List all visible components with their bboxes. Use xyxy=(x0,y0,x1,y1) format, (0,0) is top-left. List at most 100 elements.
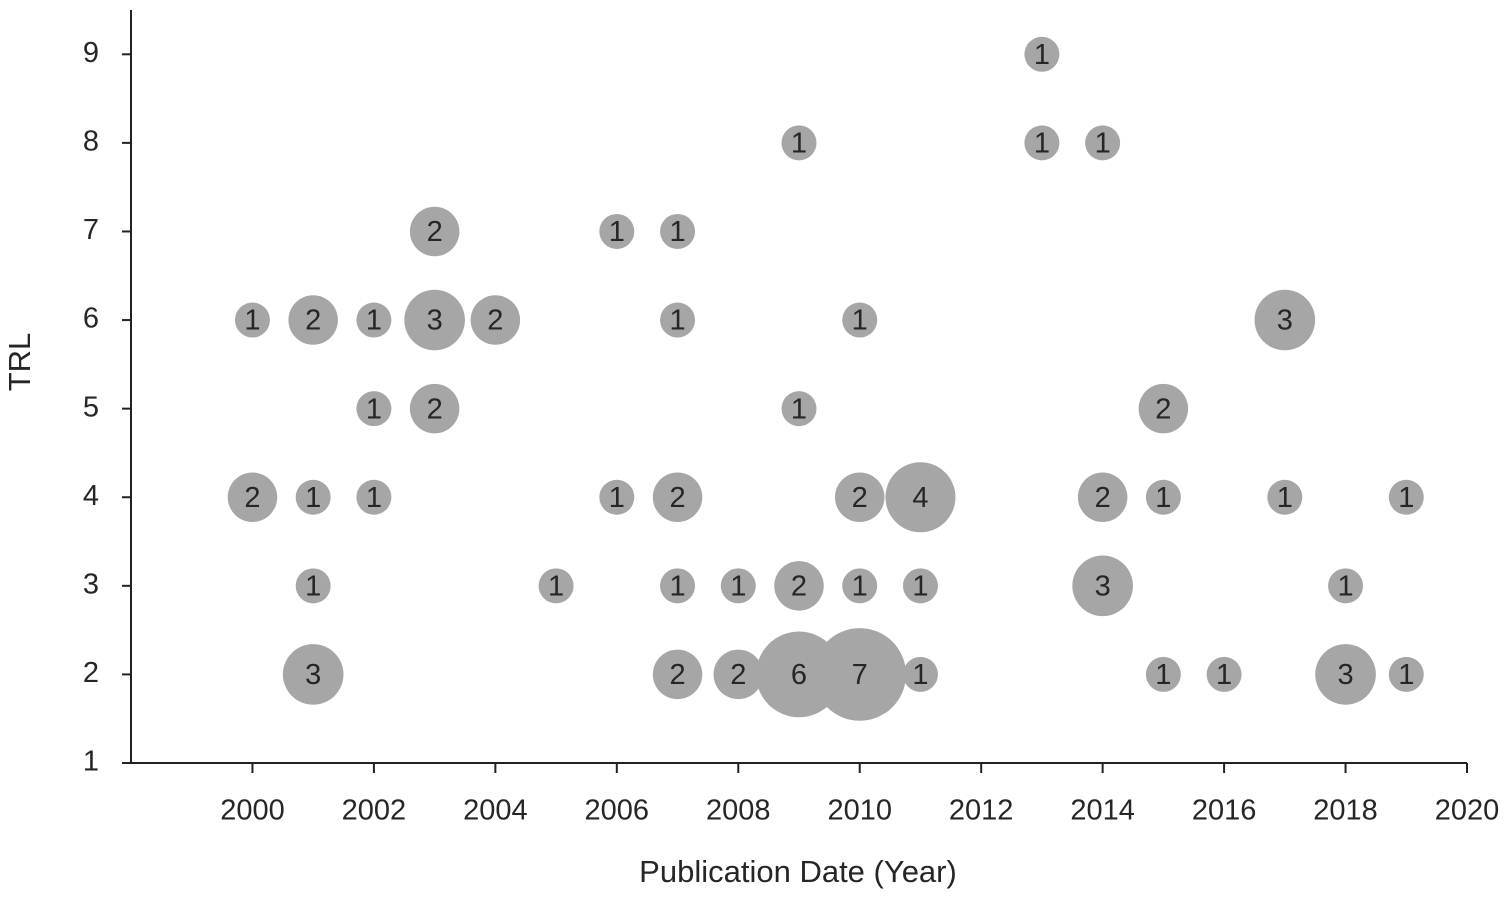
bubble xyxy=(660,302,696,338)
y-tick-label: 1 xyxy=(83,746,99,778)
bubble xyxy=(1024,36,1060,72)
bubble-label: 2 xyxy=(730,659,746,691)
y-tick-label: 2 xyxy=(83,657,99,689)
bubble xyxy=(356,302,392,338)
bubble xyxy=(842,302,878,338)
bubble xyxy=(720,568,756,604)
bubble xyxy=(1328,568,1364,604)
bubble-label: 1 xyxy=(548,570,564,602)
bubble-label: 1 xyxy=(1398,659,1414,691)
bubble xyxy=(1085,125,1121,161)
y-tick-label: 7 xyxy=(83,214,99,246)
bubble-label: 1 xyxy=(1337,570,1353,602)
y-tick-label: 3 xyxy=(83,568,99,600)
bubble xyxy=(409,383,460,434)
bubble-label: 3 xyxy=(305,659,321,691)
bubble xyxy=(599,479,635,515)
bubble-label: 3 xyxy=(427,305,443,337)
x-tick-label: 2008 xyxy=(706,795,771,827)
bubble xyxy=(234,302,270,338)
x-tick-label: 2016 xyxy=(1192,795,1257,827)
bubble xyxy=(282,644,344,705)
bubble xyxy=(1024,125,1060,161)
bubble-label: 1 xyxy=(912,570,928,602)
x-tick-label: 2014 xyxy=(1070,795,1135,827)
bubble-label: 4 xyxy=(912,482,928,514)
y-axis-title: TRL xyxy=(2,333,37,392)
x-tick-label: 2004 xyxy=(463,795,528,827)
bubble xyxy=(713,649,764,700)
bubble-label: 1 xyxy=(852,305,868,337)
bubble-label: 2 xyxy=(427,216,443,248)
x-tick-label: 2012 xyxy=(949,795,1014,827)
bubble xyxy=(902,656,938,692)
bubble xyxy=(409,206,460,257)
bubble xyxy=(781,391,817,427)
bubble-label: 1 xyxy=(1034,39,1050,71)
bubble xyxy=(227,472,278,522)
bubble-label: 2 xyxy=(487,305,503,337)
bubble-label: 1 xyxy=(366,393,382,425)
bubble xyxy=(1267,479,1303,515)
bubble-label: 7 xyxy=(852,659,868,691)
y-tick-label: 9 xyxy=(83,37,99,69)
bubble-label: 2 xyxy=(305,305,321,337)
bubble-label: 1 xyxy=(912,659,928,691)
bubble-label: 1 xyxy=(1034,128,1050,160)
bubble-label: 2 xyxy=(1095,482,1111,514)
bubble xyxy=(599,213,635,249)
bubble xyxy=(1138,383,1189,434)
bubble-label: 1 xyxy=(305,570,321,602)
bubble-label: 1 xyxy=(366,482,382,514)
bubble-label: 1 xyxy=(730,570,746,602)
bubble-label: 6 xyxy=(791,659,807,691)
x-tick-label: 2018 xyxy=(1313,795,1378,827)
bubble xyxy=(813,628,907,721)
bubble xyxy=(885,462,956,533)
bubble xyxy=(295,479,331,515)
bubble xyxy=(1388,656,1424,692)
bubble-label: 3 xyxy=(1337,659,1353,691)
bubble-label: 1 xyxy=(1398,482,1414,514)
bubble-label: 1 xyxy=(1216,659,1232,691)
bubble xyxy=(1315,644,1376,705)
bubble xyxy=(295,568,331,604)
bubble xyxy=(652,472,703,522)
y-tick-label: 4 xyxy=(83,480,99,512)
bubble xyxy=(1388,479,1424,515)
bubble xyxy=(356,479,392,515)
bubble-label: 1 xyxy=(1155,482,1171,514)
bubble-label: 2 xyxy=(244,482,260,514)
bubble xyxy=(842,568,878,604)
bubble-label: 1 xyxy=(669,305,685,337)
bubble xyxy=(1077,472,1128,522)
bubble-label: 1 xyxy=(791,393,807,425)
bubble xyxy=(1254,289,1316,351)
bubble-label: 1 xyxy=(669,216,685,248)
bubble-label: 1 xyxy=(366,305,382,337)
x-tick-label: 2002 xyxy=(342,795,407,827)
y-tick-label: 5 xyxy=(83,391,99,423)
bubble xyxy=(1145,479,1181,515)
bubble-label: 1 xyxy=(791,128,807,160)
bubble xyxy=(902,568,938,604)
bubble xyxy=(660,213,696,249)
bubble xyxy=(1206,656,1242,692)
bubble xyxy=(774,561,824,611)
x-tick-label: 2006 xyxy=(585,795,650,827)
bubble-label: 2 xyxy=(791,570,807,602)
x-tick-label: 2020 xyxy=(1435,795,1500,827)
bubble-label: 2 xyxy=(669,659,685,691)
bubble-label: 1 xyxy=(305,482,321,514)
x-tick-label: 2010 xyxy=(827,795,892,827)
bubble xyxy=(470,295,521,345)
bubble xyxy=(781,125,817,161)
bubble-label: 3 xyxy=(1277,305,1293,337)
bubble xyxy=(834,472,885,522)
bubble xyxy=(1072,555,1133,617)
x-tick-label: 2000 xyxy=(220,795,285,827)
bubble-label: 2 xyxy=(427,393,443,425)
bubble-label: 1 xyxy=(1277,482,1293,514)
